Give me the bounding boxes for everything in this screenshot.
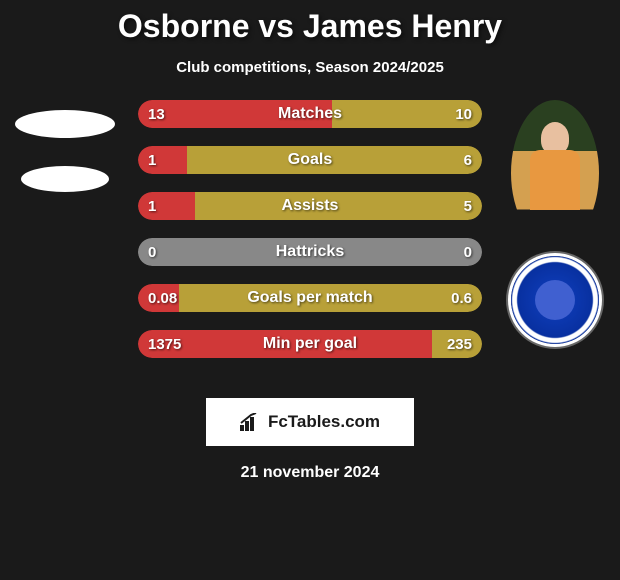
stat-label: Goals <box>138 146 482 174</box>
stat-bars: 13Matches10 1Goals6 1Assists5 0Hattricks0 0.… <box>138 100 482 376</box>
stat-value-right: 6 <box>464 146 472 174</box>
stat-row: 0Hattricks0 <box>138 238 482 266</box>
attribution-text: FcTables.com <box>268 412 380 432</box>
right-player-column <box>505 100 605 344</box>
right-player-photo <box>511 100 599 246</box>
stat-value-right: 0.6 <box>451 284 472 312</box>
stat-value-right: 235 <box>447 330 472 358</box>
subtitle: Club competitions, Season 2024/2025 <box>0 59 620 76</box>
stat-label: Matches <box>138 100 482 128</box>
attribution-badge: FcTables.com <box>206 398 414 446</box>
stat-row: 13Matches10 <box>138 100 482 128</box>
right-club-badge-icon <box>511 256 599 344</box>
left-club-placeholder-icon <box>21 166 109 192</box>
date-label: 21 november 2024 <box>0 464 620 482</box>
stat-row: 1375Min per goal235 <box>138 330 482 358</box>
stat-row: 0.08Goals per match0.6 <box>138 284 482 312</box>
stat-value-right: 5 <box>464 192 472 220</box>
stat-value-right: 0 <box>464 238 472 266</box>
infographic-container: Osborne vs James Henry Club competitions… <box>0 0 620 580</box>
left-player-column <box>10 100 120 212</box>
stats-area: 13Matches10 1Goals6 1Assists5 0Hattricks0 0.… <box>0 100 620 390</box>
chart-icon <box>240 413 262 431</box>
stat-label: Goals per match <box>138 284 482 312</box>
stat-row: 1Goals6 <box>138 146 482 174</box>
stat-label: Hattricks <box>138 238 482 266</box>
main-title: Osborne vs James Henry <box>0 0 620 45</box>
left-player-placeholder-icon <box>15 110 115 138</box>
stat-label: Min per goal <box>138 330 482 358</box>
stat-value-right: 10 <box>455 100 472 128</box>
stat-row: 1Assists5 <box>138 192 482 220</box>
stat-label: Assists <box>138 192 482 220</box>
